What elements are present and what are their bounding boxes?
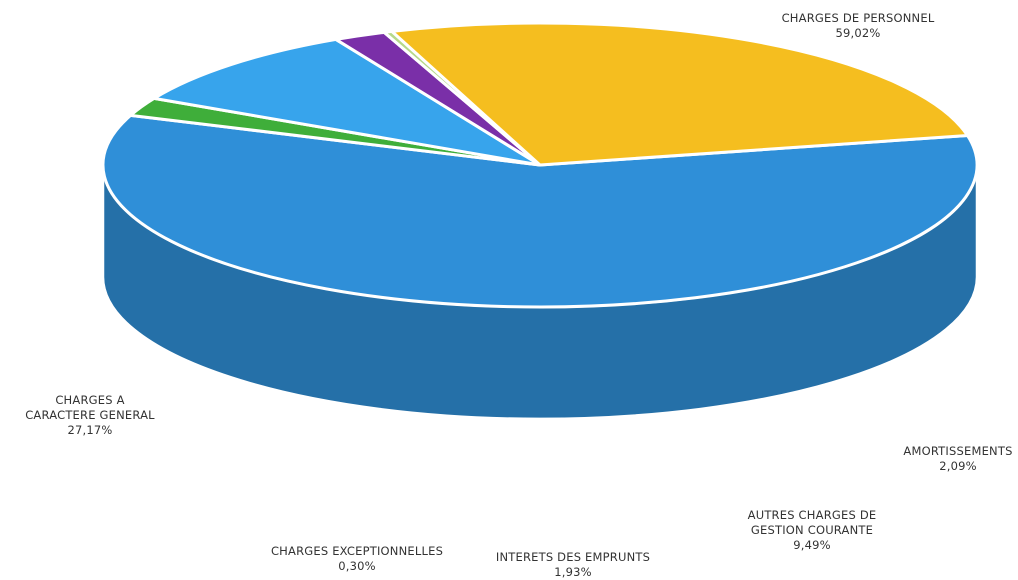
slice-name-label-5: CHARGES A [55, 393, 124, 407]
slice-value-label-1: 2,09% [939, 459, 977, 473]
slice-value-label-0: 59,02% [835, 26, 880, 40]
slice-value-label-4: 0,30% [338, 559, 376, 573]
pie-top [101, 21, 979, 309]
pie-slice-2 [152, 37, 542, 167]
pie-slice-0 [101, 113, 979, 309]
slice-value-label-3: 1,93% [554, 565, 592, 579]
slice-value-label-5: 27,17% [67, 423, 112, 437]
slice-name-label-5: CARACTERE GENERAL [25, 408, 155, 422]
slice-name-label-0: CHARGES DE PERSONNEL [782, 11, 935, 25]
slice-name-label-3: INTERETS DES EMPRUNTS [496, 550, 650, 564]
pie-slice-5 [390, 21, 969, 167]
slice-name-label-4: CHARGES EXCEPTIONNELLES [271, 544, 443, 558]
slice-value-label-2: 9,49% [793, 538, 831, 552]
slice-name-label-1: AMORTISSEMENTS [903, 444, 1012, 458]
slice-name-label-2: AUTRES CHARGES DE [748, 508, 877, 522]
slice-name-label-2: GESTION COURANTE [751, 523, 873, 537]
